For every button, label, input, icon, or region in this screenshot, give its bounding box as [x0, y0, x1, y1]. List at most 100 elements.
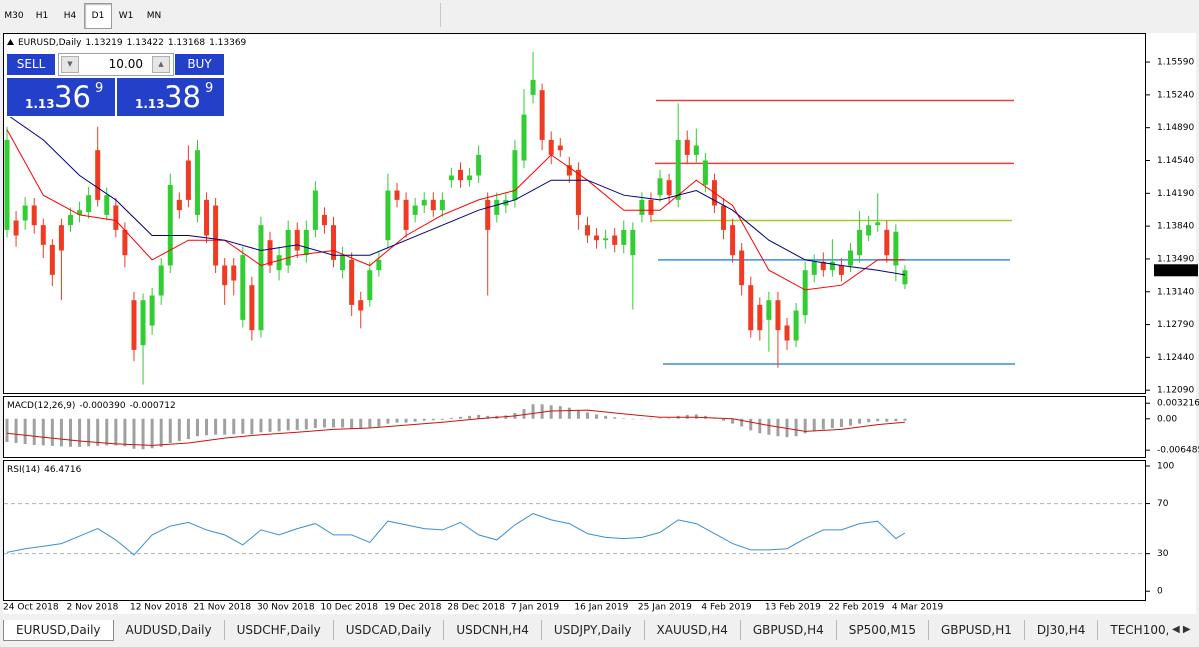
sell-price[interactable]: 1.13 36 9 — [6, 77, 116, 117]
timeframe-button[interactable]: H1 — [35, 11, 49, 21]
macd-bar — [50, 418, 54, 446]
y-tick-label: 1.13490 — [1157, 254, 1194, 264]
macd-bar — [604, 415, 608, 419]
candle-body — [829, 261, 835, 271]
chart-tab[interactable]: USDCNH,H4 — [444, 620, 542, 640]
candle-body — [548, 139, 554, 155]
candle-body — [793, 310, 799, 341]
chart-tab[interactable]: USDCAD,Daily — [334, 620, 445, 640]
candle-body — [639, 199, 645, 215]
header-value: 1.13168 — [168, 38, 205, 48]
macd-bar — [114, 418, 118, 446]
y-tick-label: 1.15240 — [1157, 90, 1194, 100]
timeframe-button[interactable]: D1 — [84, 3, 112, 29]
macd-bar — [87, 418, 91, 447]
header-value: 1.13219 — [85, 38, 122, 48]
candle-body — [666, 180, 672, 196]
candle-body — [321, 214, 327, 226]
candle-body — [394, 190, 400, 200]
candle-body — [131, 300, 137, 350]
x-tick-label: 7 Jan 2019 — [511, 603, 559, 613]
macd-bar — [59, 418, 63, 447]
lot-up[interactable]: ▲ — [152, 56, 170, 73]
candle-body — [439, 199, 445, 211]
candle-body — [512, 150, 518, 200]
chart-tab[interactable]: XAUUSD,H4 — [645, 620, 741, 640]
candle-body — [77, 210, 83, 215]
price-pips: 38 — [164, 80, 201, 114]
chart-tab[interactable]: USDCHF,Daily — [225, 620, 334, 640]
candle-body — [367, 270, 373, 301]
candle-body — [4, 139, 10, 230]
candle-body — [267, 240, 273, 266]
chart-tab[interactable]: USDJPY,Daily — [542, 620, 645, 640]
chart-tab[interactable]: GBPUSD,H4 — [741, 620, 837, 640]
timeframe-button[interactable]: H4 — [63, 11, 77, 21]
candle-body — [185, 160, 191, 200]
timeframe-button[interactable]: W1 — [118, 11, 134, 21]
moving-average — [6, 129, 905, 291]
timeframe-button[interactable]: MN — [146, 11, 162, 21]
x-tick-label: 2 Nov 2018 — [66, 603, 118, 613]
macd-bar — [78, 418, 82, 447]
tab-scroll[interactable]: ◀ ▶ — [1172, 624, 1191, 635]
x-tick-label: 16 Jan 2019 — [574, 603, 628, 613]
sell-button[interactable]: SELL — [6, 53, 56, 76]
macd-bar — [177, 418, 181, 442]
buy-price[interactable]: 1.13 38 9 — [116, 77, 225, 117]
buy-button[interactable]: BUY — [174, 53, 225, 76]
price-head: 1.13 — [135, 97, 165, 111]
lot-field[interactable]: ▼ 10.00 ▲ — [58, 53, 174, 76]
macd-bar — [150, 418, 154, 449]
candle-body — [358, 300, 364, 311]
candle-body — [249, 285, 255, 331]
x-tick-label: 28 Dec 2018 — [447, 603, 505, 613]
candle-body — [757, 304, 763, 331]
y-tick-label: 30 — [1157, 549, 1169, 559]
chart-tab[interactable]: DJ30,H4 — [1025, 620, 1099, 640]
macd-bar — [522, 409, 526, 419]
chart-tab[interactable]: SP500,M15 — [837, 620, 929, 640]
x-tick-label: 21 Nov 2018 — [193, 603, 251, 613]
chart-tab[interactable]: AUDUSD,Daily — [114, 620, 225, 640]
macd-bar — [749, 418, 753, 431]
chart-tab[interactable]: EURUSD,Daily — [3, 620, 114, 641]
candle-body — [40, 225, 46, 245]
collapse-icon — [7, 39, 14, 45]
chart-tab[interactable]: GBPUSD,H1 — [929, 620, 1025, 640]
macd-bar — [821, 418, 825, 430]
candle-body — [194, 150, 200, 215]
candle-body — [848, 250, 854, 266]
candle-body — [485, 199, 491, 230]
macd-bar — [359, 418, 363, 429]
timeframe-button[interactable]: M30 — [4, 11, 24, 21]
price-head: 1.13 — [25, 97, 55, 111]
macd-bar — [812, 418, 816, 432]
timeframe-toolbar: M30 H1 H4 D1 W1 MN — [0, 3, 441, 29]
macd-bar — [295, 418, 299, 430]
chart-tab[interactable]: TECH100,H1 — [1098, 620, 1168, 640]
macd-bar — [576, 410, 580, 419]
macd-bar — [722, 418, 726, 421]
x-tick-label: 10 Dec 2018 — [320, 603, 378, 613]
macd-bar — [776, 418, 780, 437]
price-pips: 36 — [54, 80, 91, 114]
chart-header: EURUSD,Daily 1.13219 1.13422 1.13168 1.13369 — [18, 38, 247, 48]
macd-bar — [5, 418, 9, 442]
macd-bar — [304, 418, 308, 430]
macd-bar — [694, 414, 698, 419]
candle-body — [612, 235, 618, 245]
candle-body — [684, 139, 690, 155]
candle-body — [748, 285, 754, 331]
macd-bar — [313, 418, 317, 428]
lot-value: 10.00 — [108, 57, 143, 71]
candle-body — [521, 114, 527, 161]
lot-down[interactable]: ▼ — [61, 56, 79, 73]
candle-body — [902, 270, 908, 285]
candle-body — [584, 225, 590, 236]
candle-body — [149, 295, 155, 326]
candle-body — [22, 205, 28, 221]
toolbar-separator — [440, 3, 441, 27]
y-tick-label: -0.006485 — [1157, 446, 1199, 456]
indicator-header: MACD(12,26,9) -0.000390 -0.000712 — [7, 401, 176, 411]
